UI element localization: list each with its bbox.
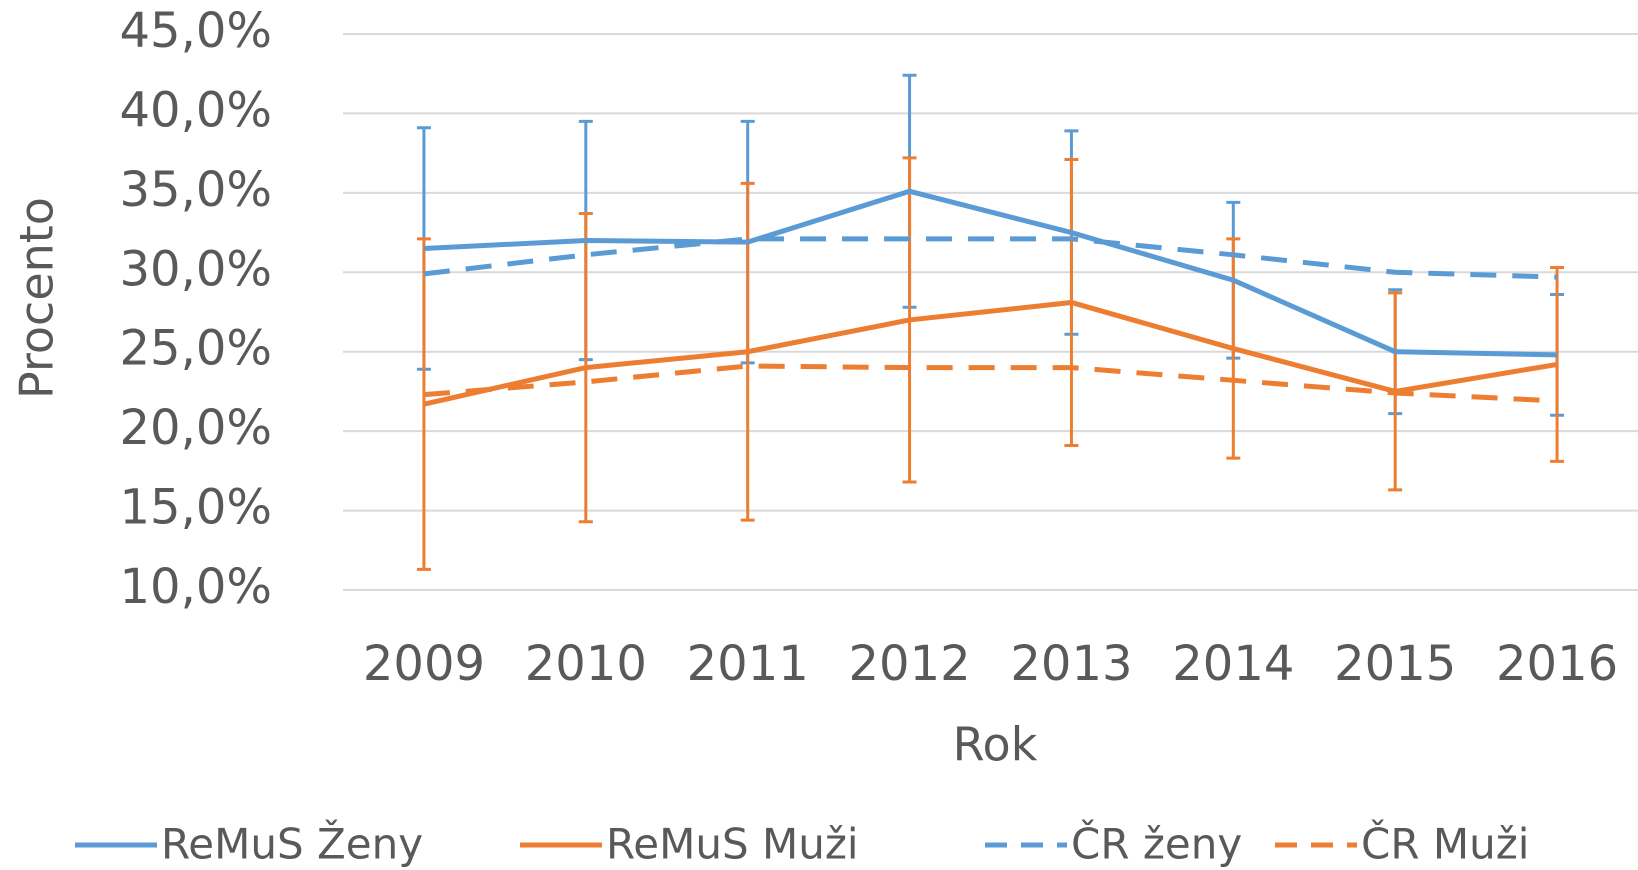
series-line — [423, 363, 1558, 404]
legend-label: ReMuS Muži — [606, 820, 859, 869]
legend-label: ReMuS Ženy — [161, 819, 423, 869]
x-tick-label: 2013 — [1010, 636, 1132, 692]
y-tick-label: 25,0% — [120, 321, 272, 377]
y-tick-label: 20,0% — [120, 400, 272, 456]
x-tick-label: 2011 — [687, 636, 809, 692]
y-tick-label: 35,0% — [120, 162, 272, 218]
x-axis-title: Rok — [953, 718, 1038, 772]
x-tick-label: 2014 — [1172, 636, 1294, 692]
series-line — [423, 188, 1558, 358]
legend-label: ČR ženy — [1071, 819, 1242, 869]
x-tick-label: 2016 — [1496, 636, 1618, 692]
x-tick-label: 2015 — [1334, 636, 1456, 692]
x-tick-label: 2009 — [363, 636, 485, 692]
y-tick-label: 30,0% — [120, 241, 272, 297]
series-line — [423, 236, 1558, 280]
y-tick-label: 45,0% — [120, 3, 272, 59]
x-tick-label: 2012 — [848, 636, 970, 692]
y-tick-label: 40,0% — [120, 82, 272, 138]
x-tick-label: 2010 — [525, 636, 647, 692]
y-axis-title: Procento — [10, 197, 64, 399]
y-tick-label: 15,0% — [120, 480, 272, 536]
legend-label: ČR Muži — [1361, 819, 1529, 869]
y-tick-label: 10,0% — [120, 559, 272, 615]
series-line — [423, 299, 1558, 407]
